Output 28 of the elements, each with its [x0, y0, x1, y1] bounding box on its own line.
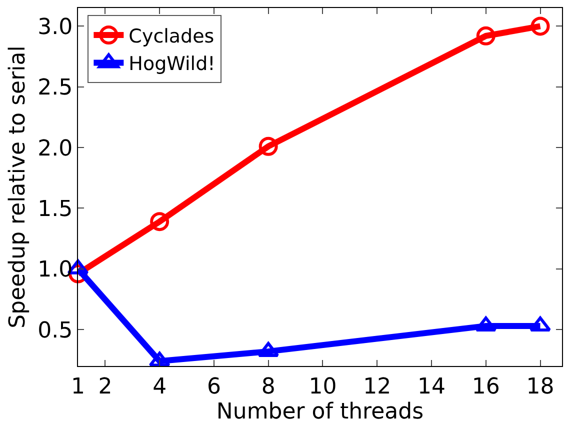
legend-label: Cyclades: [128, 25, 214, 48]
point: [476, 26, 496, 46]
x-tick-label: 6: [206, 374, 221, 400]
x-tick-label: 2: [98, 374, 112, 400]
y-tick-label: 0.5: [38, 318, 73, 344]
point: [148, 352, 170, 367]
y-tick-label: 2.0: [38, 136, 73, 162]
x-tick-label: 14: [417, 374, 446, 400]
y-tick-label: 1.0: [38, 258, 73, 283]
point: [530, 316, 551, 332]
point: [530, 16, 550, 36]
y-tick-label: 2.5: [38, 76, 73, 101]
x-tick-label: 12: [363, 374, 392, 400]
y-tick-label: 3.0: [38, 14, 73, 40]
legend-label: HogWild!: [128, 53, 216, 76]
x-tick-label: 4: [152, 374, 167, 400]
x-tick-label: 8: [261, 374, 276, 400]
y-tick-label: 1.5: [38, 196, 73, 222]
x-tick-label: 1: [71, 374, 85, 400]
x-tick-label: 18: [526, 374, 554, 400]
point: [258, 136, 278, 156]
point: [258, 342, 280, 357]
x-axis-title: Number of threads: [216, 399, 424, 424]
point: [150, 212, 170, 232]
y-axis-title: Speedup relative to serial: [5, 46, 30, 328]
point: [475, 316, 497, 332]
x-tick-label: 16: [472, 374, 500, 400]
x-tick-label: 10: [308, 374, 337, 400]
